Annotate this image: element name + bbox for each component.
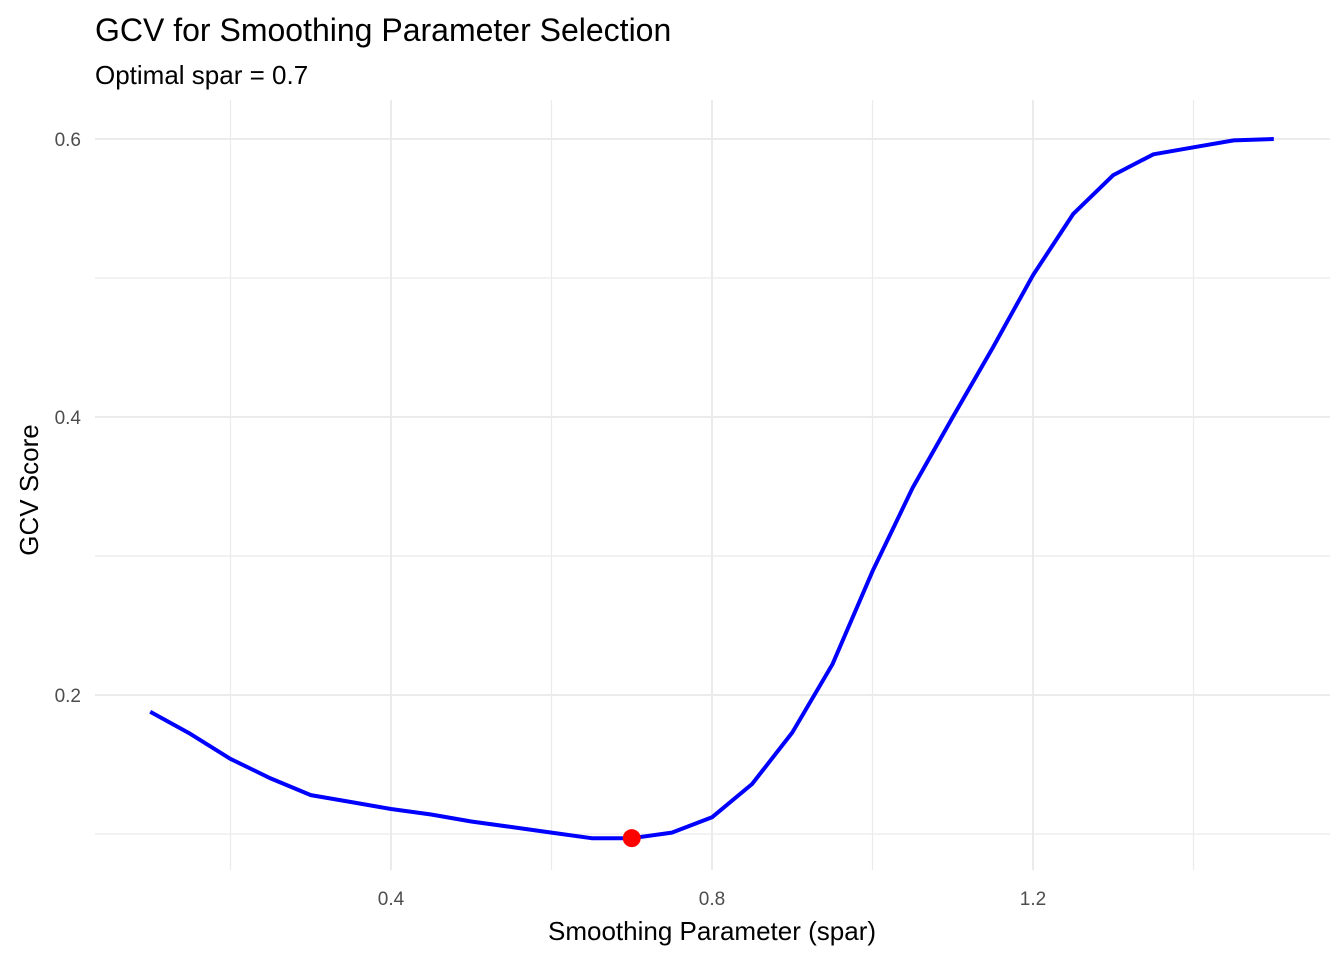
y-axis-ticks: 0.2 0.4 0.6 [55, 130, 82, 707]
optimal-point-marker [622, 829, 641, 848]
y-tick-label: 0.2 [55, 686, 81, 707]
gcv-curve [149, 137, 1274, 841]
y-axis-title: GCV Score [14, 424, 44, 556]
chart-title: GCV for Smoothing Parameter Selection [95, 12, 672, 48]
x-tick-label: 0.8 [699, 889, 725, 910]
x-tick-label: 0.4 [378, 889, 405, 910]
x-axis-ticks: 0.4 0.8 1.2 [378, 889, 1046, 910]
y-tick-label: 0.4 [55, 408, 82, 429]
chart-subtitle: Optimal spar = 0.7 [95, 60, 309, 90]
grid-lines [95, 100, 1330, 870]
x-tick-label: 1.2 [1020, 889, 1046, 910]
x-axis-title: Smoothing Parameter (spar) [548, 916, 876, 946]
y-tick-label: 0.6 [55, 130, 81, 151]
